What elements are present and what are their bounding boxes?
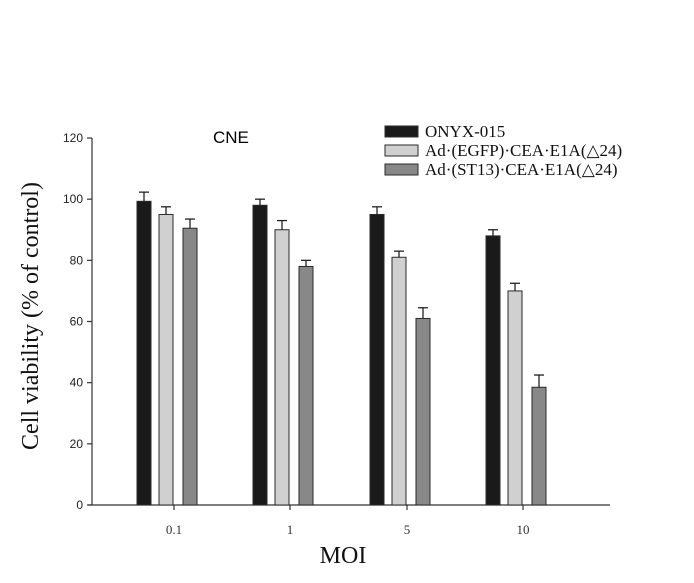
legend-label: Ad·(ST13)·CEA·E1A(△24)	[425, 160, 617, 179]
bar	[136, 200, 152, 506]
chart-title: CNE	[213, 128, 249, 147]
x-tick-label: 10	[517, 522, 530, 537]
legend-swatch	[384, 163, 419, 176]
x-tick-label: 1	[287, 522, 294, 537]
legend-label: Ad·(EGFP)·CEA·E1A(△24)	[425, 141, 622, 160]
bar	[182, 227, 198, 506]
legend-swatch	[384, 125, 419, 138]
x-axis: 0.1 1 5 10	[88, 504, 610, 537]
x-tick-label: 0.1	[166, 522, 182, 537]
y-tick-label: 0	[76, 498, 83, 512]
y-tick-label: 40	[70, 376, 84, 390]
bar	[485, 235, 501, 506]
y-tick-label: 80	[70, 253, 84, 267]
bar	[531, 386, 547, 506]
bar	[415, 317, 431, 506]
legend-swatch	[384, 144, 419, 157]
x-tick-label: 5	[404, 522, 411, 537]
y-tick-label: 120	[63, 131, 83, 145]
y-axis-title: Cell viability (% of control)	[18, 182, 44, 450]
bar	[298, 265, 314, 506]
x-axis-title: MOI	[320, 543, 367, 569]
bar	[252, 204, 268, 506]
bar	[507, 290, 523, 506]
legend: ONYX-015Ad·(EGFP)·CEA·E1A(△24)Ad·(ST13)·…	[384, 122, 622, 179]
y-axis: 0 20 40 60 80 100 120	[63, 131, 93, 512]
bars	[136, 191, 547, 506]
y-tick-label: 20	[70, 437, 84, 451]
bar	[158, 213, 174, 506]
legend-label: ONYX-015	[425, 122, 505, 141]
bar	[391, 256, 407, 506]
bar	[274, 229, 290, 506]
y-tick-label: 100	[63, 192, 83, 206]
y-tick-label: 60	[70, 315, 84, 329]
bar	[369, 213, 385, 506]
